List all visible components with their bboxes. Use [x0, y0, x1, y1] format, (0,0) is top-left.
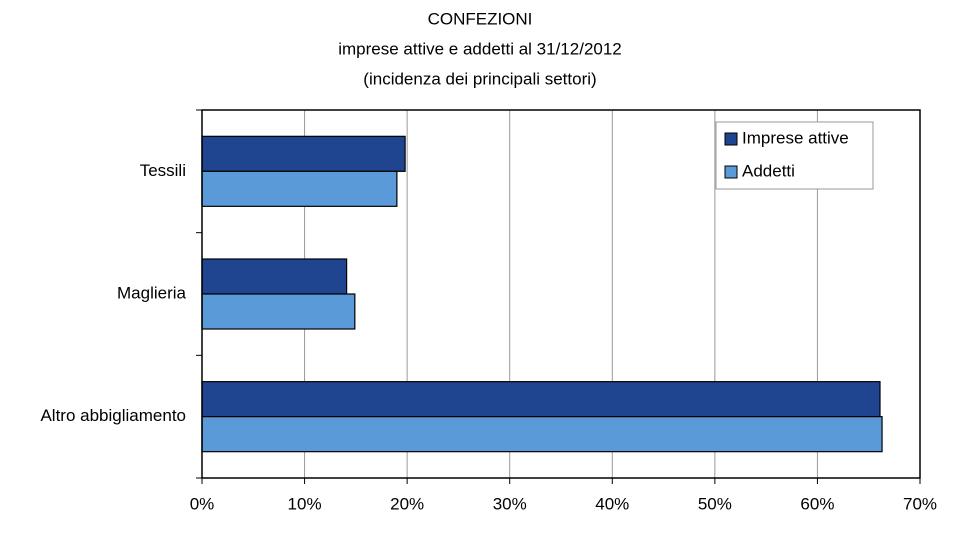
legend-swatch [724, 165, 738, 179]
bar [201, 170, 398, 207]
y-tick-label: Altro abbigliamento [40, 406, 186, 425]
chart-subtitle: imprese attive e addetti al 31/12/2012 [338, 39, 622, 58]
x-tick-label: 40% [595, 494, 629, 513]
y-tick-label: Tessili [140, 161, 186, 180]
bar [201, 258, 348, 295]
x-tick-label: 30% [493, 494, 527, 513]
bar [201, 293, 356, 330]
chart-title: CONFEZIONI [428, 9, 533, 28]
x-tick-label: 60% [800, 494, 834, 513]
legend-box [715, 121, 874, 190]
legend-label: Imprese attive [742, 128, 849, 147]
bar [201, 135, 406, 172]
y-tick-label: Maglieria [117, 283, 187, 302]
legend-swatch [724, 132, 738, 146]
x-tick-label: 70% [903, 494, 937, 513]
x-tick-label: 0% [190, 494, 215, 513]
legend-label: Addetti [742, 161, 795, 180]
bar [201, 416, 883, 453]
x-tick-label: 20% [390, 494, 424, 513]
x-tick-label: 10% [288, 494, 322, 513]
bar [201, 381, 881, 418]
x-tick-label: 50% [698, 494, 732, 513]
plot-border [201, 109, 921, 479]
chart-subtitle: (incidenza dei principali settori) [363, 69, 596, 88]
